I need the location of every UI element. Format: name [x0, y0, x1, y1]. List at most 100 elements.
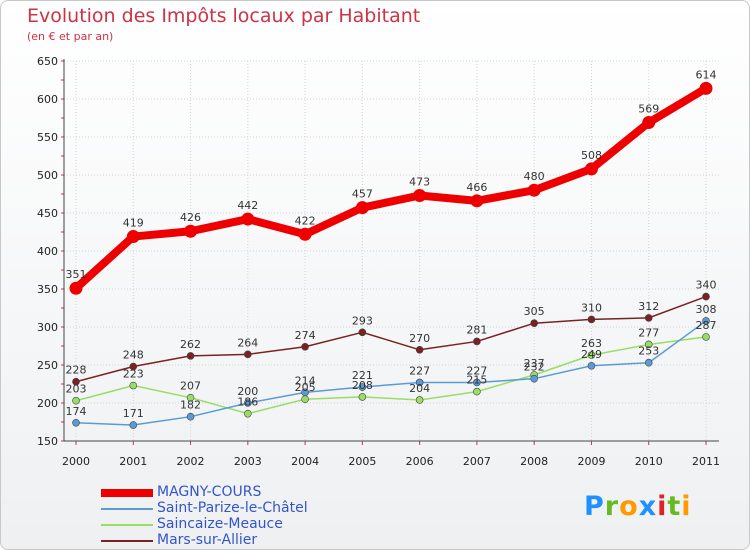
data-label: 174 — [66, 405, 87, 418]
x-tick-label: 2006 — [406, 455, 434, 468]
legend-label: Saint-Parize-le-Châtel — [157, 500, 308, 516]
data-label: 215 — [466, 374, 487, 387]
data-label: 270 — [409, 332, 430, 345]
data-label: 237 — [524, 357, 545, 370]
data-label: 228 — [66, 364, 87, 377]
data-point — [358, 383, 367, 391]
data-label: 221 — [352, 369, 373, 382]
data-label: 232 — [524, 361, 545, 374]
data-label: 473 — [409, 176, 430, 189]
data-label: 614 — [696, 68, 717, 81]
data-point — [702, 333, 710, 341]
data-point — [473, 337, 481, 346]
y-tick-label: 600 — [37, 93, 58, 106]
data-point — [473, 378, 481, 387]
data-point — [473, 387, 481, 396]
series-line-1 — [75, 320, 707, 426]
data-label: 340 — [696, 279, 717, 292]
data-point — [587, 351, 596, 359]
data-point — [301, 395, 309, 404]
data-label: 351 — [66, 268, 87, 281]
data-point — [415, 396, 424, 404]
x-tick-label: 2005 — [348, 455, 376, 468]
data-point — [530, 319, 538, 328]
x-tick-label: 2002 — [177, 455, 205, 468]
data-point — [129, 362, 138, 371]
y-tick-label: 150 — [37, 435, 58, 448]
data-point — [587, 361, 596, 370]
logo-letter: r — [604, 491, 620, 522]
data-point — [129, 421, 138, 429]
data-label: 419 — [123, 217, 144, 230]
x-tick-label: 2008 — [520, 455, 548, 468]
data-point — [358, 393, 367, 401]
data-label: 171 — [123, 407, 144, 420]
data-point — [413, 189, 427, 203]
logo-letter: o — [619, 491, 639, 522]
proxiti-logo: Proxiti — [584, 491, 692, 522]
data-point — [644, 358, 653, 367]
series-line-0 — [72, 84, 710, 293]
data-label: 422 — [295, 214, 316, 227]
data-point — [72, 396, 80, 405]
legend-swatch — [101, 508, 153, 510]
data-label: 466 — [466, 181, 487, 194]
data-label: 480 — [524, 170, 545, 183]
data-point — [358, 328, 367, 337]
data-point — [244, 409, 252, 418]
data-label: 204 — [409, 382, 430, 395]
data-label: 203 — [66, 383, 87, 396]
data-label: 287 — [696, 319, 717, 332]
data-label: 293 — [352, 314, 373, 327]
data-label: 264 — [237, 336, 258, 349]
data-point — [241, 212, 255, 226]
data-point — [530, 374, 538, 383]
data-point — [584, 162, 598, 176]
data-label: 277 — [638, 326, 659, 339]
data-label: 207 — [180, 380, 201, 393]
data-point — [244, 399, 252, 407]
series-line-2 — [75, 336, 707, 415]
y-tick-label: 450 — [37, 207, 58, 220]
data-label: 281 — [466, 323, 487, 336]
data-point — [470, 194, 484, 208]
data-point — [72, 418, 80, 427]
data-point — [301, 388, 309, 397]
chart-subtitle: (en € et par an) — [27, 30, 114, 43]
data-point — [298, 227, 312, 241]
data-point — [355, 201, 369, 215]
y-tick-label: 350 — [37, 283, 58, 296]
x-tick-label: 2010 — [635, 455, 663, 468]
data-point — [527, 183, 541, 197]
y-tick-label: 200 — [37, 397, 58, 410]
data-label: 182 — [180, 399, 201, 412]
legend-swatch — [101, 489, 153, 497]
data-label: 274 — [295, 329, 316, 342]
data-label: 305 — [524, 305, 545, 318]
data-label: 227 — [409, 364, 430, 377]
data-label: 249 — [581, 348, 602, 361]
data-label: 223 — [123, 368, 144, 381]
data-point — [642, 116, 656, 130]
y-tick-label: 400 — [37, 245, 58, 258]
x-tick-label: 2009 — [577, 455, 605, 468]
data-point — [69, 281, 83, 295]
y-tick-label: 250 — [37, 359, 58, 372]
x-tick-label: 2000 — [62, 455, 90, 468]
data-label: 205 — [295, 381, 316, 394]
data-label: 186 — [237, 396, 258, 409]
y-tick-label: 500 — [37, 169, 58, 182]
data-point — [702, 292, 710, 301]
data-point — [587, 315, 596, 324]
data-point — [415, 345, 424, 354]
data-label: 308 — [696, 303, 717, 316]
y-tick-label: 650 — [37, 55, 58, 68]
logo-letter: i — [657, 491, 668, 522]
data-label: 208 — [352, 379, 373, 392]
logo-letter: t — [667, 491, 682, 522]
data-point — [186, 352, 195, 360]
data-point — [184, 224, 198, 238]
data-label: 442 — [237, 199, 258, 212]
